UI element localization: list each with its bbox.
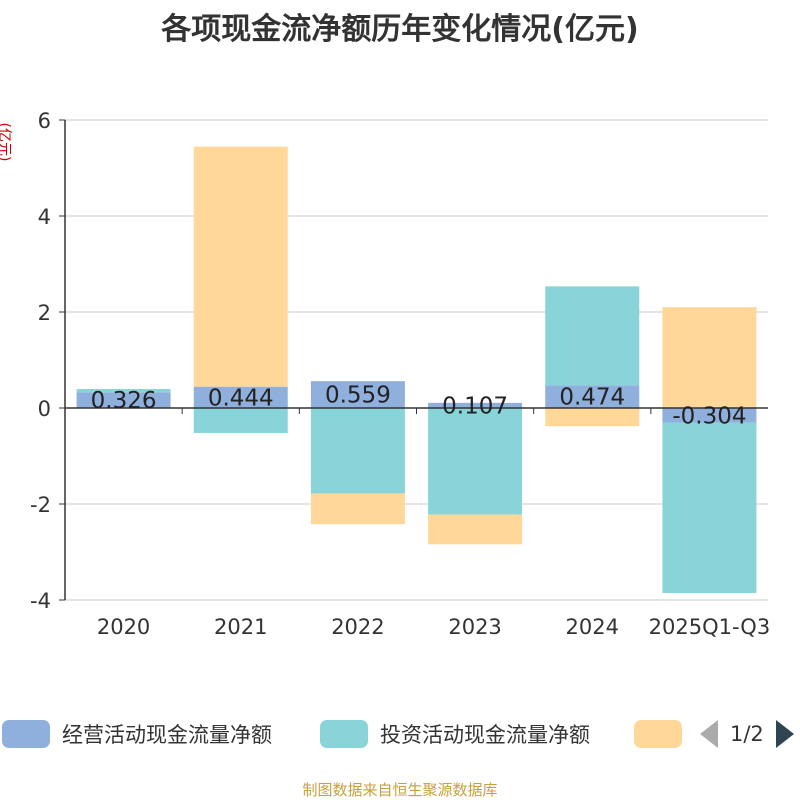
bar-series0: [310, 381, 405, 408]
data-source-note: 制图数据来自恒生聚源数据库: [302, 781, 498, 799]
bar-series1: [662, 422, 757, 593]
legend-prev-icon[interactable]: [700, 720, 718, 748]
data-label: -0.304: [672, 403, 746, 429]
y-tick-label: 6: [38, 109, 51, 133]
bar-series2: [193, 146, 288, 387]
bar-series0: [76, 392, 171, 408]
legend-item-financing[interactable]: [634, 716, 682, 752]
data-label: 0.559: [325, 383, 391, 409]
bar-series2: [545, 408, 640, 427]
chart-title: 各项现金流净额历年变化情况(亿元): [161, 12, 639, 47]
bar-series1: [193, 408, 288, 433]
legend-item-operating[interactable]: 经营活动现金流量净额: [2, 716, 272, 752]
x-tick-label: 2021: [214, 615, 267, 639]
y-tick-label: 0: [38, 397, 51, 421]
bar-series1: [545, 286, 640, 386]
legend-swatch-financing: [634, 720, 682, 748]
legend-page-indicator: 1/2: [730, 722, 764, 746]
y-tick-label: -2: [30, 493, 51, 517]
bar-series0: [545, 385, 640, 408]
x-tick-label: 2020: [97, 615, 150, 639]
legend-next-icon[interactable]: [775, 720, 794, 748]
bar-series1: [310, 408, 405, 494]
bar-series0: [428, 402, 523, 408]
legend-label-operating: 经营活动现金流量净额: [62, 723, 272, 747]
x-tick-label: 2022: [331, 615, 384, 639]
legend-item-investing[interactable]: 投资活动现金流量净额: [320, 716, 590, 752]
bar-series0: [193, 386, 288, 408]
legend-label-investing: 投资活动现金流量净额: [380, 723, 590, 747]
legend-pager: 1/2: [700, 716, 794, 752]
bar-series2: [662, 307, 757, 408]
data-label: 0.444: [208, 385, 274, 411]
legend: 经营活动现金流量净额 投资活动现金流量净额: [0, 716, 800, 752]
data-label: 0.107: [442, 393, 508, 419]
x-tick-label: 2024: [566, 615, 619, 639]
y-tick-label: 2: [38, 301, 51, 325]
bar-series1: [428, 408, 523, 515]
bar-series0: [662, 408, 757, 423]
legend-swatch-investing: [320, 720, 368, 748]
bar-series2: [310, 493, 405, 525]
legend-swatch-operating: [2, 720, 50, 748]
data-label: 0.474: [559, 385, 625, 411]
bar-series1: [76, 388, 171, 393]
y-tick-label: -4: [30, 589, 51, 613]
bar-series2: [428, 514, 523, 545]
x-tick-label: 2025Q1-Q3: [649, 615, 771, 639]
x-tick-label: 2023: [448, 615, 501, 639]
data-label: 0.326: [91, 388, 157, 414]
y-tick-label: 4: [38, 205, 51, 229]
